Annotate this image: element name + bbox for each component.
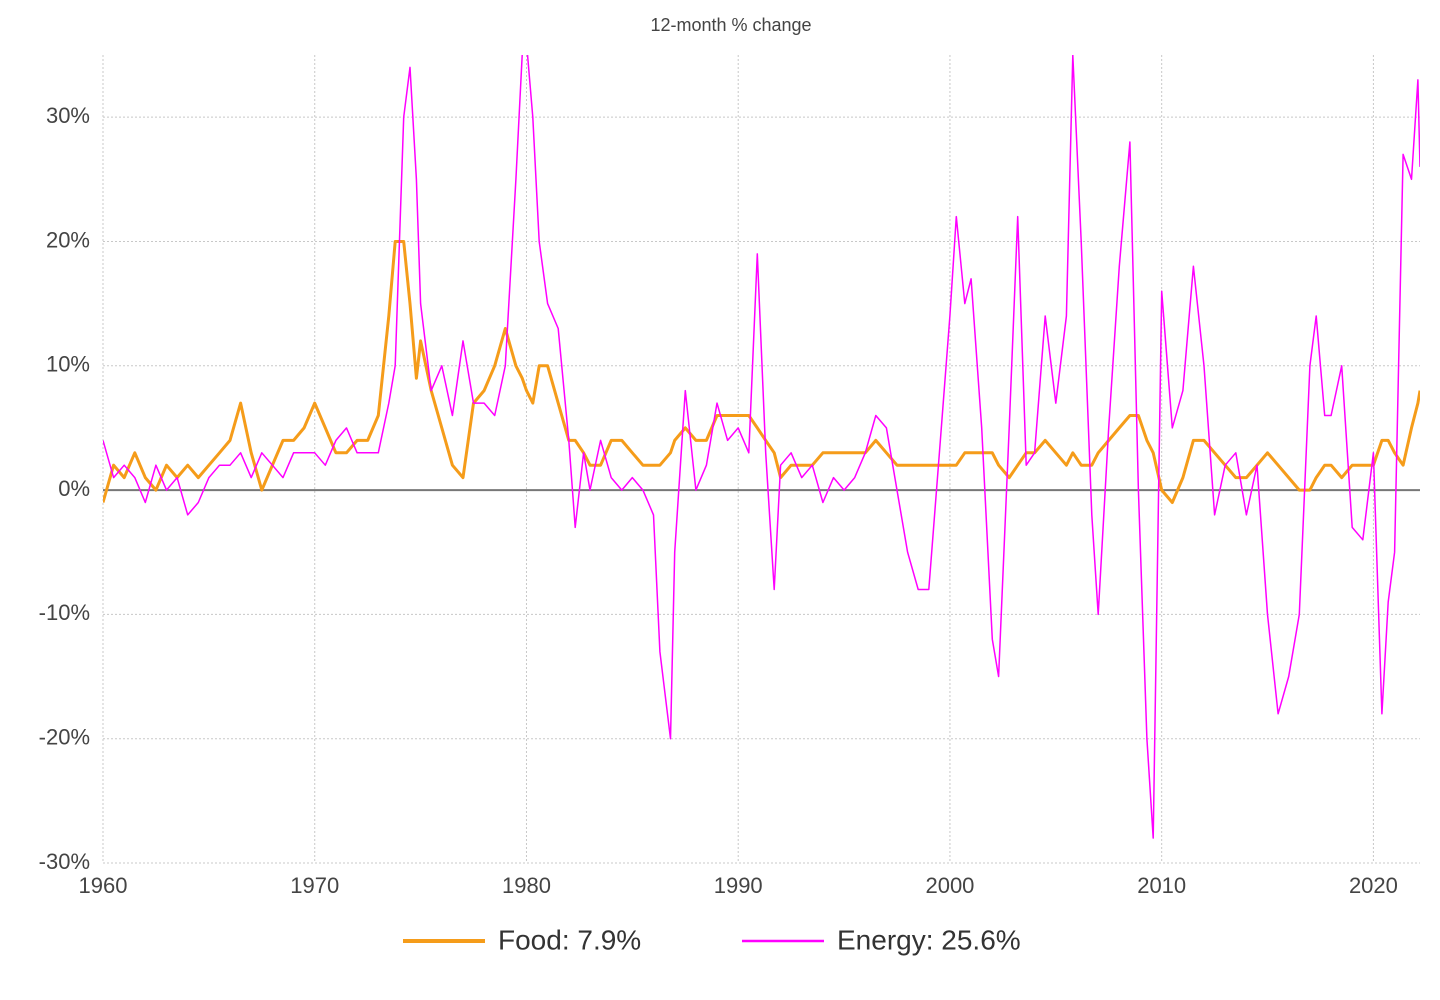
x-tick-label: 2020 bbox=[1349, 873, 1398, 898]
x-tick-label: 1980 bbox=[502, 873, 551, 898]
y-tick-label: 30% bbox=[46, 103, 90, 128]
chart-title: 12-month % change bbox=[650, 15, 811, 35]
x-tick-label: 1990 bbox=[714, 873, 763, 898]
x-tick-label: 1970 bbox=[290, 873, 339, 898]
y-tick-label: 10% bbox=[46, 352, 90, 377]
y-tick-label: -30% bbox=[39, 849, 90, 874]
x-tick-label: 2010 bbox=[1137, 873, 1186, 898]
x-tick-label: 1960 bbox=[79, 873, 128, 898]
y-tick-label: 20% bbox=[46, 227, 90, 252]
x-tick-label: 2000 bbox=[925, 873, 974, 898]
legend-label: Energy: 25.6% bbox=[837, 924, 1021, 955]
line-series bbox=[103, 55, 1420, 839]
legend-label: Food: 7.9% bbox=[498, 924, 641, 955]
y-tick-label: -20% bbox=[39, 725, 90, 750]
line-series bbox=[103, 240, 1420, 504]
y-tick-label: 0% bbox=[58, 476, 90, 501]
y-tick-label: -10% bbox=[39, 600, 90, 625]
